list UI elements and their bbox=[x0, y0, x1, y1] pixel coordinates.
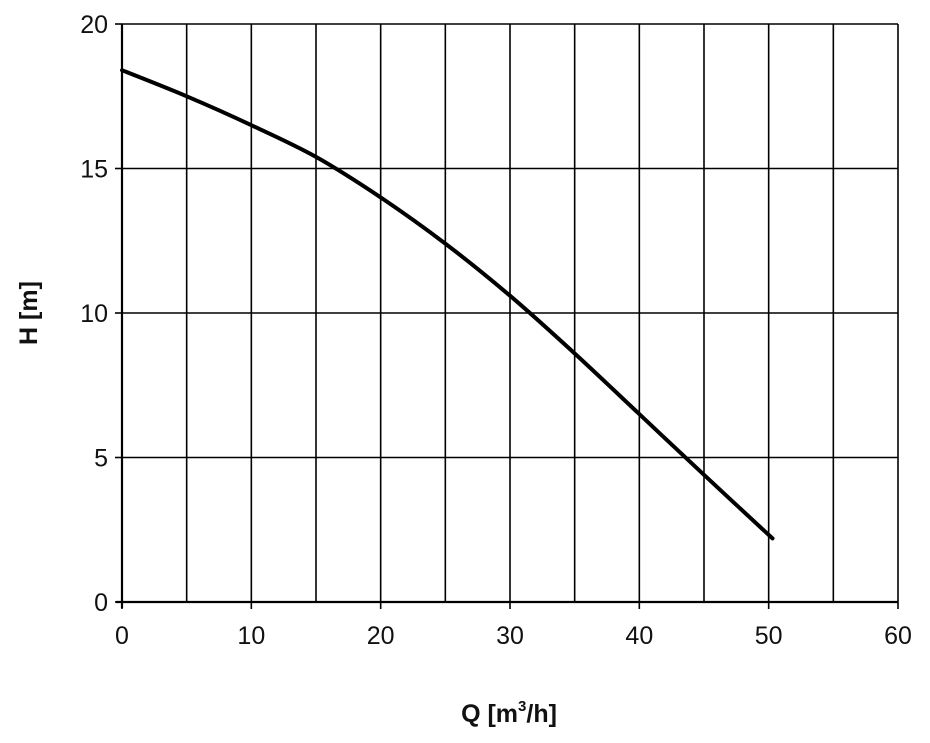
axis-layer bbox=[115, 23, 899, 609]
x-axis-title: Q [m3/h] bbox=[461, 698, 557, 728]
x-tick-label: 50 bbox=[755, 622, 783, 650]
y-tick-label: 15 bbox=[80, 156, 108, 184]
x-tick-label: 60 bbox=[884, 622, 912, 650]
x-tick-label: 40 bbox=[625, 622, 653, 650]
series-layer bbox=[120, 68, 775, 541]
x-tick-label: 20 bbox=[367, 622, 395, 650]
x-axis-title-main: Q [m bbox=[461, 700, 518, 728]
y-tick-label: 0 bbox=[94, 589, 108, 617]
x-axis-title-tail: /h] bbox=[526, 700, 557, 728]
x-axis-title-superscript: 3 bbox=[518, 698, 526, 715]
y-tick-label: 10 bbox=[80, 300, 108, 328]
y-tick-label: 20 bbox=[80, 11, 108, 39]
series-line bbox=[120, 68, 775, 541]
y-tick-labels: 0 5 10 15 20 bbox=[80, 11, 108, 617]
x-tick-label: 10 bbox=[237, 622, 265, 650]
y-axis-title: H [m] bbox=[15, 281, 43, 345]
x-tick-labels: 0 10 20 30 40 50 60 bbox=[115, 622, 912, 650]
y-tick-label: 5 bbox=[94, 445, 108, 473]
x-tick-label: 0 bbox=[115, 622, 129, 650]
grid-layer bbox=[121, 23, 899, 603]
x-tick-label: 30 bbox=[496, 622, 524, 650]
